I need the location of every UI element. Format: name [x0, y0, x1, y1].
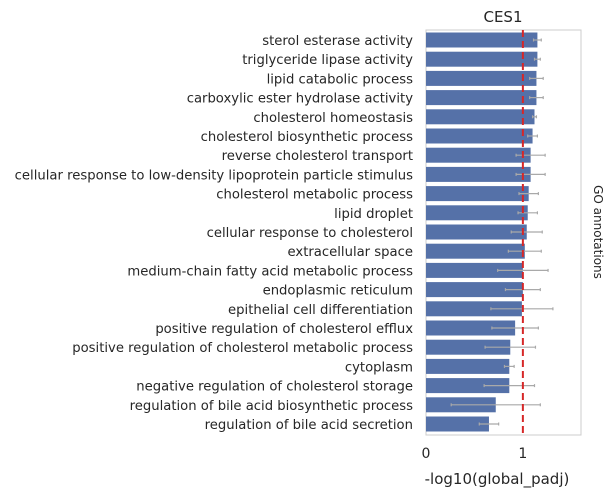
- bar: [426, 320, 516, 336]
- category-label: extracellular space: [288, 245, 413, 260]
- x-tick-label: 0: [422, 446, 431, 462]
- category-label: epithelial cell differentiation: [228, 303, 413, 318]
- bar: [426, 262, 523, 278]
- x-tick-label: 1: [518, 446, 527, 462]
- category-label: positive regulation of cholesterol efflu…: [155, 322, 413, 337]
- category-label: reverse cholesterol transport: [222, 149, 413, 164]
- category-label: negative regulation of cholesterol stora…: [136, 380, 413, 395]
- category-label: cholesterol biosynthetic process: [201, 130, 414, 145]
- bar: [426, 339, 511, 355]
- bar: [426, 166, 531, 182]
- bar: [426, 301, 522, 317]
- bar: [426, 378, 510, 394]
- category-label: medium-chain fatty acid metabolic proces…: [127, 264, 413, 279]
- category-label: cellular response to low-density lipopro…: [15, 168, 413, 183]
- category-label: regulation of bile acid secretion: [205, 418, 413, 433]
- category-label: triglyceride lipase activity: [242, 53, 413, 68]
- bar: [426, 224, 527, 240]
- right-axis-label: GO annotations: [591, 185, 605, 279]
- category-label: cellular response to cholesterol: [207, 226, 413, 241]
- errors-layer: [450, 38, 554, 426]
- category-label: cholesterol metabolic process: [216, 188, 413, 203]
- bar: [426, 109, 535, 125]
- category-label: cytoplasm: [345, 360, 413, 375]
- bar: [426, 70, 537, 86]
- category-label: sterol esterase activity: [262, 34, 413, 49]
- category-label: regulation of bile acid biosynthetic pro…: [130, 399, 413, 414]
- category-label: endoplasmic reticulum: [263, 284, 413, 299]
- bar: [426, 416, 489, 432]
- bar: [426, 128, 533, 144]
- bars-layer: [426, 32, 538, 432]
- bar: [426, 205, 528, 221]
- category-label: carboxylic ester hydrolase activity: [187, 92, 414, 107]
- bar: [426, 51, 538, 67]
- bar: [426, 147, 531, 163]
- category-label: lipid catabolic process: [267, 72, 414, 87]
- category-labels: sterol esterase activity triglyceride lip…: [15, 34, 414, 433]
- bar: [426, 186, 529, 202]
- category-label: cholesterol homeostasis: [253, 111, 413, 126]
- bar: [426, 243, 525, 259]
- bar: [426, 32, 538, 48]
- bar: [426, 358, 510, 374]
- bar: [426, 282, 523, 298]
- bar: [426, 90, 537, 106]
- category-label: positive regulation of cholesterol metab…: [72, 341, 413, 356]
- chart-title: CES1: [483, 8, 522, 26]
- x-axis-label: -log10(global_padj): [425, 470, 570, 489]
- category-label: lipid droplet: [334, 207, 413, 222]
